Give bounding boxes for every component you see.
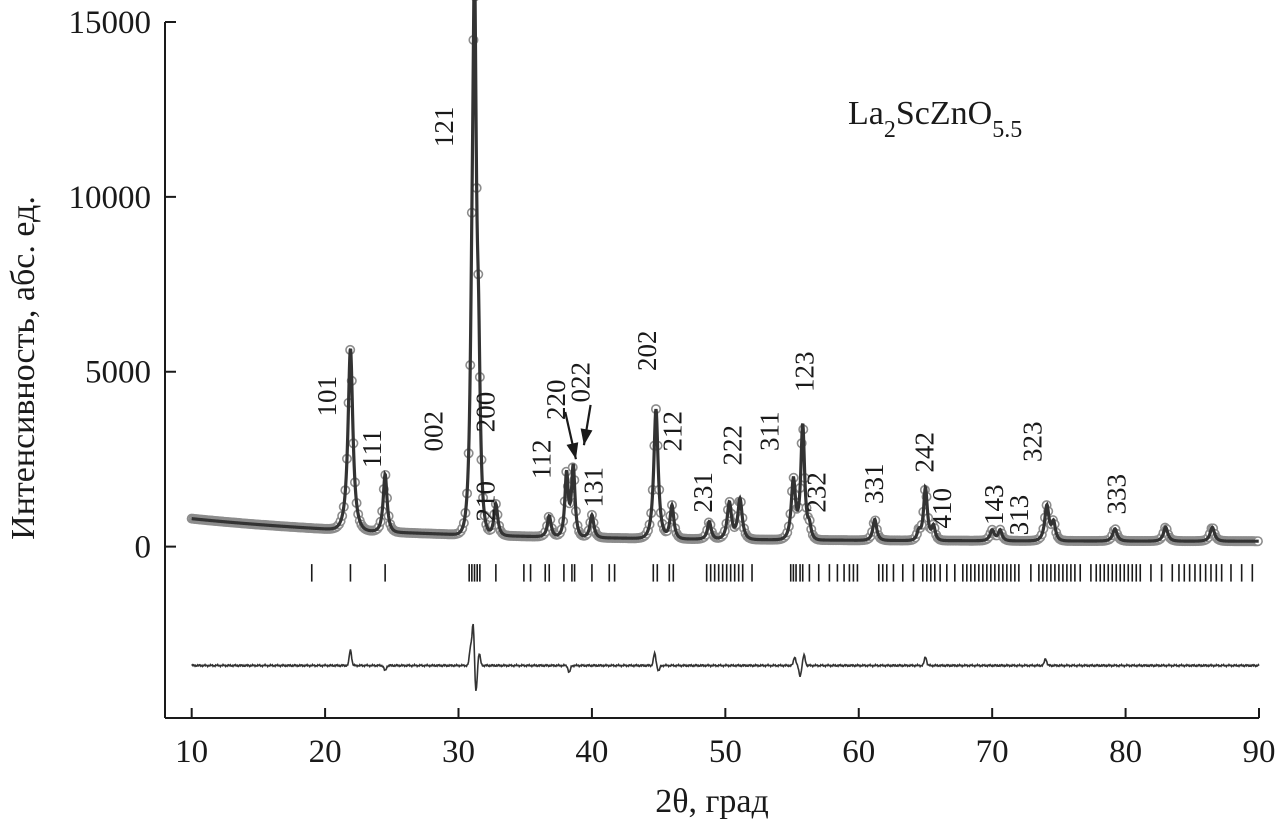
peak-label: 313 [1004, 495, 1034, 536]
peak-label: 222 [717, 425, 747, 466]
peak-label: 331 [859, 463, 889, 504]
x-tick-label: 60 [842, 734, 875, 770]
peak-label: 323 [1018, 421, 1048, 462]
peak-label: 101 [312, 376, 342, 417]
peak-label: 143 [979, 484, 1009, 525]
y-axis-title: Интенсивность, абс. ед. [5, 196, 42, 540]
peak-label: 121 [429, 107, 459, 147]
peak-label: 131 [579, 467, 609, 508]
difference-line [191, 623, 1260, 692]
bragg-ticks [310, 564, 1254, 582]
x-tick-label: 30 [442, 734, 475, 770]
peak-label: 123 [789, 351, 819, 392]
peak-label: 410 [927, 488, 957, 529]
peak-label: 210 [471, 481, 501, 522]
x-axis-title: 2θ, град [655, 783, 769, 820]
annotation-arrow-head [566, 442, 579, 460]
peak-label: 232 [801, 472, 831, 513]
peak-label: 242 [910, 432, 940, 473]
peak-label: 333 [1102, 474, 1132, 515]
difference-curve [191, 623, 1260, 692]
peak-label: 111 [357, 429, 387, 468]
x-tick-label: 40 [575, 734, 608, 770]
y-tick-label: 15000 [69, 5, 152, 41]
axes [164, 22, 1259, 719]
peak-label: 231 [688, 472, 718, 513]
annotation-arrow-head [580, 428, 593, 446]
chart-title: La2ScZnO5.5 [848, 95, 1022, 143]
x-tick-label: 10 [175, 734, 208, 770]
y-tick-label: 5000 [85, 355, 151, 391]
x-tick-label: 90 [1243, 734, 1276, 770]
x-tick-label: 20 [309, 734, 342, 770]
peak-label: 202 [632, 331, 662, 372]
peak-label: 200 [471, 392, 501, 433]
peak-label: 022 [565, 362, 595, 403]
x-tick-label: 70 [976, 734, 1009, 770]
calculated-curve [191, 0, 1259, 543]
peak-label: 311 [755, 411, 785, 451]
calculated-line [191, 0, 1259, 543]
y-tick-label: 0 [135, 530, 152, 566]
ticks: 10 20 30 40 50 60 70 80 90 0 5000 10000 15000 [69, 5, 1276, 770]
peak-label: 212 [657, 411, 687, 452]
peak-label: 112 [527, 439, 557, 479]
x-tick-label: 80 [1109, 734, 1142, 770]
peak-label: 002 [419, 411, 449, 452]
x-tick-label: 50 [709, 734, 742, 770]
y-tick-label: 10000 [69, 180, 152, 216]
